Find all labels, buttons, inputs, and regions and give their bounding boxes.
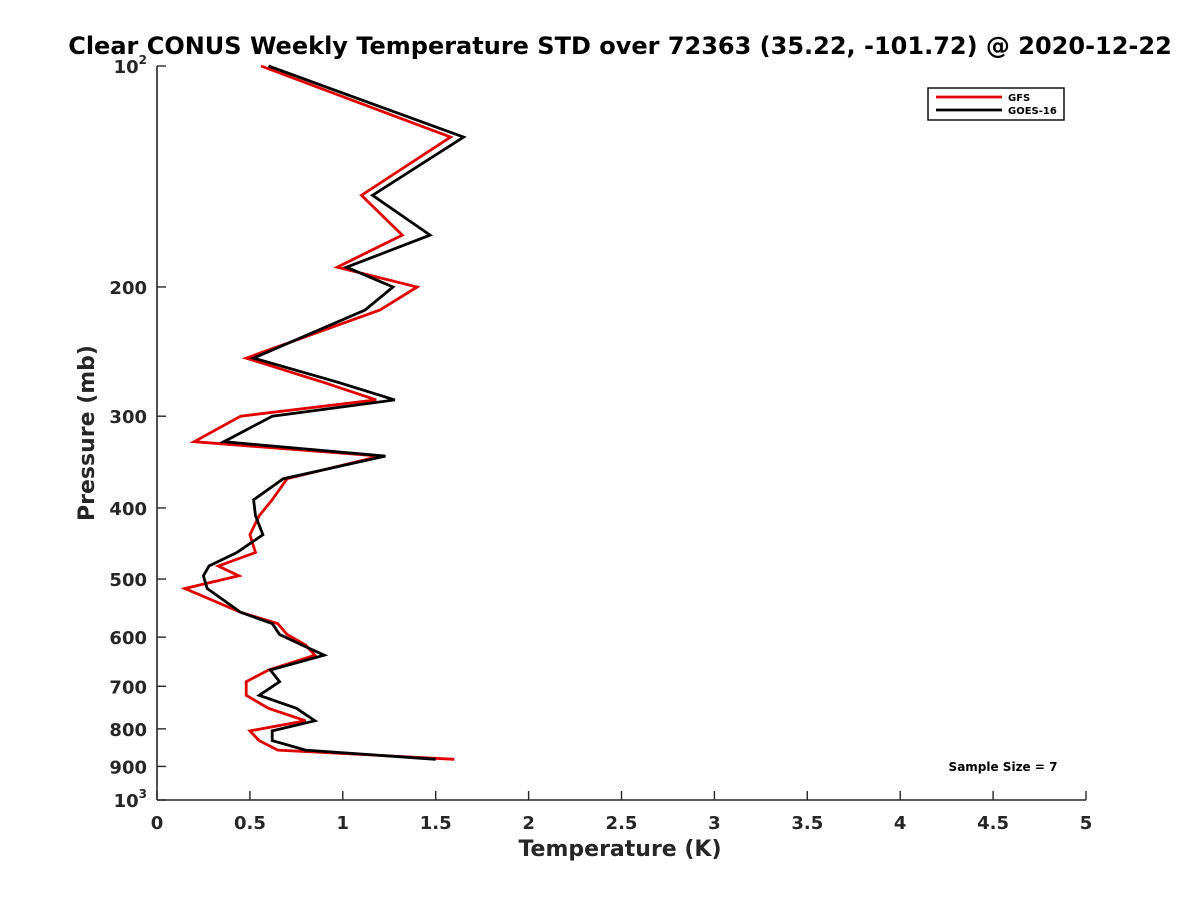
y-tick-label: 400	[109, 499, 147, 520]
x-tick-label: 2	[522, 813, 535, 834]
y-tick-label: 500	[109, 570, 147, 591]
y-axis-label: Pressure (mb)	[75, 345, 100, 521]
x-axis-label: Temperature (K)	[518, 837, 721, 862]
y-tick-label: 103	[114, 787, 147, 812]
x-tick-label: 4	[894, 813, 907, 834]
y-tick-label: 700	[109, 677, 147, 698]
y-tick-label: 200	[109, 278, 147, 299]
x-tick-label: 2.5	[606, 813, 638, 834]
legend-label-gfs: GFS	[1008, 93, 1030, 104]
x-tick-label: 4.5	[977, 813, 1009, 834]
series-line-gfs	[180, 64, 455, 761]
series-layer	[180, 64, 467, 761]
y-tick-label: 102	[114, 53, 147, 78]
series-line-goes-16	[201, 64, 467, 761]
legend-box	[927, 87, 1065, 121]
y-tick-label: 600	[109, 628, 147, 649]
x-tick-label: 0.5	[234, 813, 266, 834]
x-tick-label: 1	[337, 813, 350, 834]
plot-area	[156, 66, 1086, 801]
y-tick-label: 800	[109, 720, 147, 741]
x-tick-label: 3	[708, 813, 721, 834]
y-tick-label: 900	[109, 757, 147, 778]
chart-title: Clear CONUS Weekly Temperature STD over …	[68, 32, 1172, 60]
y-axis-ticks: 102 200 300 400 500 600 700 800 900 103	[109, 53, 166, 812]
x-tick-label: 0	[151, 813, 164, 834]
y-tick-label: 300	[109, 407, 147, 428]
x-axis-ticks: 0 0.5 1 1.5 2 2.5 3 3.5 4 4.5 5	[151, 791, 1093, 834]
x-tick-label: 1.5	[420, 813, 452, 834]
sample-size-annotation: Sample Size = 7	[949, 760, 1058, 774]
legend: GFS GOES-16	[927, 87, 1065, 121]
legend-label-goes-16: GOES-16	[1008, 106, 1057, 117]
x-tick-label: 3.5	[791, 813, 823, 834]
x-tick-label: 5	[1080, 813, 1093, 834]
